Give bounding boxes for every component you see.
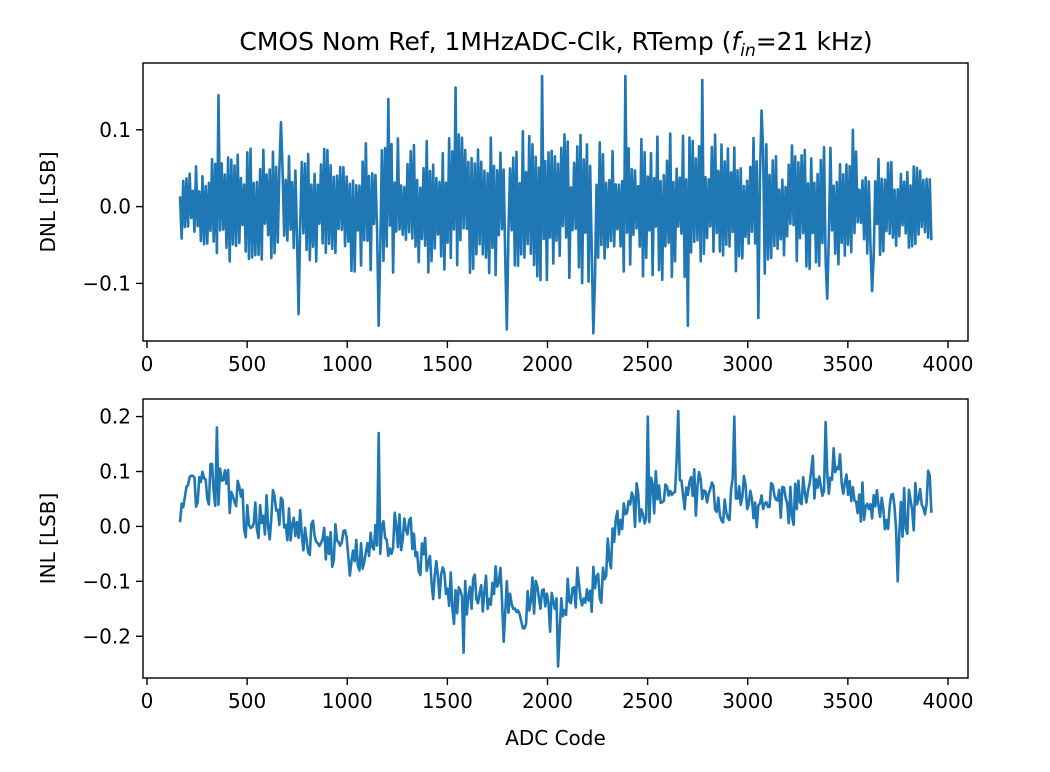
y-tick-label: 0.1	[99, 459, 131, 483]
y-tick-label: 0.0	[99, 195, 131, 219]
x-tick-label: 2000	[522, 352, 573, 376]
x-tick-label: 0	[141, 689, 154, 713]
x-tick-label: 3000	[722, 689, 773, 713]
x-tick-label: 1500	[422, 689, 473, 713]
x-tick-label: 2000	[522, 689, 573, 713]
plot-frame	[142, 62, 969, 342]
title-sub: in	[740, 41, 756, 61]
x-tick-label: 2500	[622, 352, 673, 376]
x-tick-label: 3000	[722, 352, 773, 376]
x-tick-label: 500	[228, 352, 266, 376]
x-tick-label: 3500	[822, 352, 873, 376]
x-tick-label: 1000	[322, 689, 373, 713]
chart-title: CMOS Nom Ref, 1MHzADC-Clk, RTemp (fin=21…	[239, 27, 872, 61]
x-tick-label: 3500	[822, 689, 873, 713]
y-tick-label: 0.0	[99, 514, 131, 538]
y-tick-label: 0.1	[99, 118, 131, 142]
inl-subplot: 0 500 1000 1500 2000 2500 3000 3500 4000 0.2 0.1 0.…	[36, 398, 974, 750]
series-line-0-0	[178, 74, 933, 335]
y-tick-label: −0.1	[82, 271, 131, 295]
plot-frame	[142, 398, 969, 679]
y-axis-label: DNL [LSB]	[36, 151, 60, 252]
dnl-subplot: 0 500 1000 1500 2000 2500 3000 3500 4000 0.1 0.0 −0…	[36, 62, 974, 376]
y-tick-label: −0.2	[82, 624, 131, 648]
title-tail: =21 kHz)	[756, 27, 873, 56]
x-tick-label: 1500	[422, 352, 473, 376]
x-tick-label: 4000	[923, 352, 974, 376]
series-line-1-0	[178, 409, 933, 668]
x-axis-label: ADC Code	[505, 726, 606, 750]
x-tick-label: 0	[141, 352, 154, 376]
y-axis-label: INL [LSB]	[36, 493, 60, 585]
y-tick-label: 0.2	[99, 405, 131, 429]
x-tick-label: 500	[228, 689, 266, 713]
x-tick-label: 1000	[322, 352, 373, 376]
x-tick-label: 4000	[923, 689, 974, 713]
title-main: CMOS Nom Ref, 1MHzADC-Clk, RTemp (	[239, 27, 731, 56]
y-tick-label: −0.1	[82, 569, 131, 593]
x-tick-label: 2500	[622, 689, 673, 713]
